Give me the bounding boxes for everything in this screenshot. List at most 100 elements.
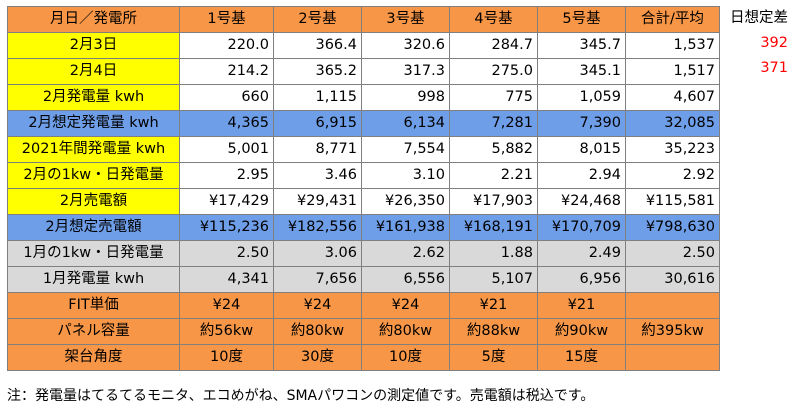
- table-cell: 7,656: [273, 266, 362, 293]
- footnote: 注：発電量はてるてるモニタ、エコめがね、SMAパワコンの測定値です。売電額は税込…: [7, 388, 595, 404]
- table-row: 1月発電量 kwh 4,341 7,656 6,556 5,107 6,956 30,616: [7, 266, 720, 293]
- table-cell: 775: [449, 84, 538, 111]
- table-cell: 7,554: [361, 136, 450, 163]
- table-row: 1月の1kw・日発電量 2.50 3.06 2.62 1.88 2.49 2.50: [7, 240, 720, 267]
- table-cell: 約80kw: [361, 318, 450, 345]
- table-cell: 1,115: [273, 84, 362, 111]
- table-row: 2月想定発電量 kwh 4,365 6,915 6,134 7,281 7,390 32,0…: [7, 110, 720, 137]
- row-label: 2月発電量 kwh: [7, 84, 180, 111]
- table-cell: 8,771: [273, 136, 362, 163]
- table-cell: 998: [361, 84, 450, 111]
- table-cell: 2.62: [361, 240, 450, 267]
- table-cell: ¥798,630: [625, 214, 720, 241]
- row-label: パネル容量: [7, 318, 180, 345]
- table-cell: 30,616: [625, 266, 720, 293]
- row-label: 2月の1kw・日発電量: [7, 162, 180, 189]
- table-cell: 35,223: [625, 136, 720, 163]
- table-cell: 15度: [537, 344, 626, 371]
- table-row: 2月4日 214.2 365.2 317.3 275.0 345.1 1,517: [7, 58, 720, 85]
- table-cell: 2.50: [179, 240, 274, 267]
- row-label: 2021年間発電量 kwh: [7, 136, 180, 163]
- table-cell: 5,107: [449, 266, 538, 293]
- table-cell: 1,059: [537, 84, 626, 111]
- row-label: 2月想定売電額: [7, 214, 180, 241]
- table-cell: [625, 292, 720, 319]
- table-cell: 3.06: [273, 240, 362, 267]
- table-cell: 2.49: [537, 240, 626, 267]
- table-cell: 6,956: [537, 266, 626, 293]
- table-cell: 約88kw: [449, 318, 538, 345]
- table-cell: 220.0: [179, 32, 274, 59]
- header-row: 月日／発電所 1号基 2号基 3号基 4号基 5号基 合計/平均: [7, 6, 720, 33]
- table-cell: 284.7: [449, 32, 538, 59]
- table-cell: ¥115,581: [625, 188, 720, 215]
- header-cell-unit2: 2号基: [273, 6, 362, 33]
- daily-diff-value: 392: [760, 35, 788, 51]
- table-cell: ¥21: [449, 292, 538, 319]
- table-row: 架台角度 10度 30度 10度 5度 15度: [7, 344, 720, 371]
- table-cell: 365.2: [273, 58, 362, 85]
- table-cell: 345.1: [537, 58, 626, 85]
- table-cell: 6,556: [361, 266, 450, 293]
- table-cell: ¥21: [537, 292, 626, 319]
- table-cell: 2.94: [537, 162, 626, 189]
- row-label: 1月発電量 kwh: [7, 266, 180, 293]
- table-cell: ¥24,468: [537, 188, 626, 215]
- table-cell: 1.88: [449, 240, 538, 267]
- table-cell: 30度: [273, 344, 362, 371]
- table-row: 2月想定売電額 ¥115,236 ¥182,556 ¥161,938 ¥168,191 ¥…: [7, 214, 720, 241]
- table-cell: ¥24: [273, 292, 362, 319]
- table-cell: 5度: [449, 344, 538, 371]
- table-cell: 2.21: [449, 162, 538, 189]
- row-label: 2月売電額: [7, 188, 180, 215]
- row-label: FIT単価: [7, 292, 180, 319]
- header-cell-unit3: 3号基: [361, 6, 450, 33]
- table-cell: 3.10: [361, 162, 450, 189]
- table-cell: 約395kw: [625, 318, 720, 345]
- table-cell: ¥170,709: [537, 214, 626, 241]
- table-cell: 32,085: [625, 110, 720, 137]
- table-row: パネル容量 約56kw 約80kw 約80kw 約88kw 約90kw 約395kw: [7, 318, 720, 345]
- row-label: 2月想定発電量 kwh: [7, 110, 180, 137]
- table-cell: 1,517: [625, 58, 720, 85]
- table-cell: 約56kw: [179, 318, 274, 345]
- table-row: 2月発電量 kwh 660 1,115 998 775 1,059 4,607: [7, 84, 720, 111]
- table-cell: 366.4: [273, 32, 362, 59]
- table-cell: 275.0: [449, 58, 538, 85]
- table-cell: ¥24: [179, 292, 274, 319]
- table-cell: ¥182,556: [273, 214, 362, 241]
- table-cell: 10度: [179, 344, 274, 371]
- table-row: 2021年間発電量 kwh 5,001 8,771 7,554 5,882 8,015 35…: [7, 136, 720, 163]
- row-label: 1月の1kw・日発電量: [7, 240, 180, 267]
- table-row: 2月の1kw・日発電量 2.95 3.46 3.10 2.21 2.94 2.92: [7, 162, 720, 189]
- table-cell: 約80kw: [273, 318, 362, 345]
- table-cell: ¥24: [361, 292, 450, 319]
- table-cell: ¥26,350: [361, 188, 450, 215]
- table-cell: 4,607: [625, 84, 720, 111]
- table-cell: ¥115,236: [179, 214, 274, 241]
- table-cell: 4,341: [179, 266, 274, 293]
- table-cell: ¥17,903: [449, 188, 538, 215]
- table-cell: 3.46: [273, 162, 362, 189]
- table-cell: [625, 344, 720, 371]
- table-cell: 6,915: [273, 110, 362, 137]
- table-cell: 345.7: [537, 32, 626, 59]
- table-cell: ¥17,429: [179, 188, 274, 215]
- table-cell: 2.95: [179, 162, 274, 189]
- header-cell-total: 合計/平均: [625, 6, 720, 33]
- table-cell: 8,015: [537, 136, 626, 163]
- table-cell: 5,882: [449, 136, 538, 163]
- daily-diff-header: 日想定差: [730, 10, 788, 26]
- table-cell: 660: [179, 84, 274, 111]
- table-cell: 214.2: [179, 58, 274, 85]
- header-cell-unit5: 5号基: [537, 6, 626, 33]
- header-cell-unit1: 1号基: [179, 6, 274, 33]
- table-cell: ¥29,431: [273, 188, 362, 215]
- table-cell: 5,001: [179, 136, 274, 163]
- table-cell: 10度: [361, 344, 450, 371]
- table-cell: 317.3: [361, 58, 450, 85]
- daily-diff-value: 371: [760, 60, 788, 76]
- row-label: 架台角度: [7, 344, 180, 371]
- table-cell: 2.92: [625, 162, 720, 189]
- table-row: 2月3日 220.0 366.4 320.6 284.7 345.7 1,537: [7, 32, 720, 59]
